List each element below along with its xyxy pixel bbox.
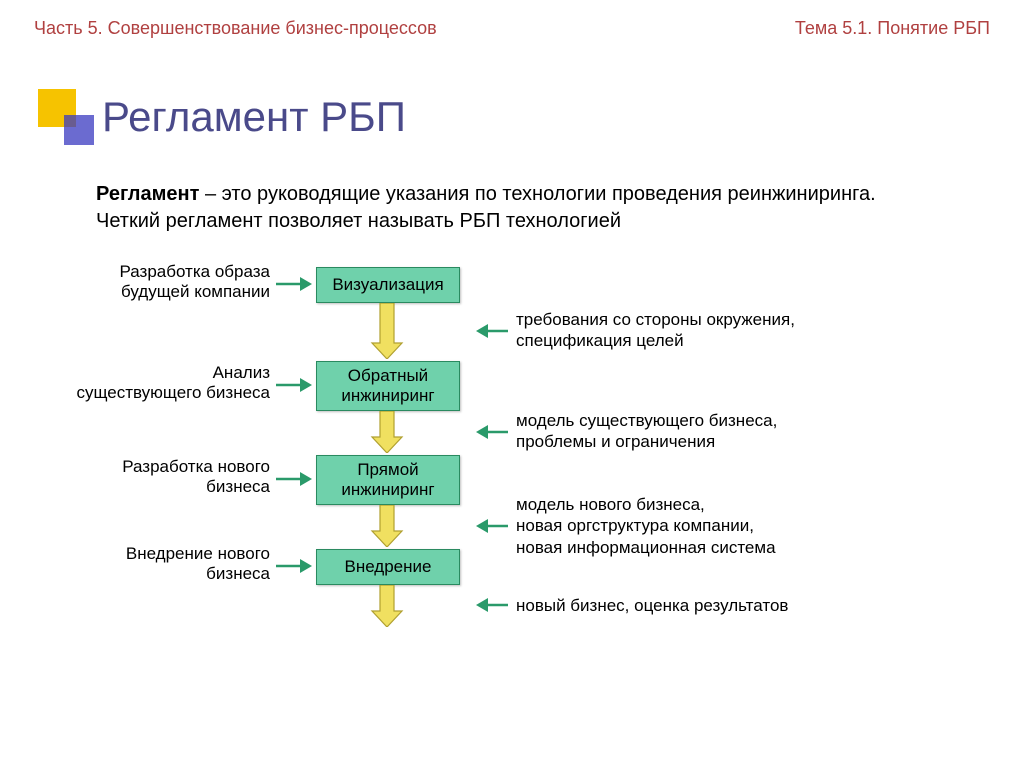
page-title: Регламент РБП: [102, 89, 1024, 141]
arrow-right-icon: [276, 277, 312, 296]
definition-body2: Четкий регламент позволяет называть РБП …: [96, 210, 621, 232]
flow-node: Внедрение: [316, 549, 460, 585]
title-block: Регламент РБП: [38, 89, 1024, 141]
flow-left-label: Анализсуществующего бизнеса: [40, 363, 270, 404]
square-blue: [64, 115, 94, 145]
flow-left-label: Разработка новогобизнеса: [40, 457, 270, 498]
output-indicator-icon: [476, 425, 508, 444]
flow-right-label: модель существующего бизнеса,проблемы и …: [516, 410, 936, 453]
header-left: Часть 5. Совершенствование бизнес-процес…: [34, 18, 437, 39]
flow-left-label: Разработка образабудущей компании: [40, 262, 270, 303]
definition-text: Регламент – это руководящие указания по …: [96, 181, 964, 235]
arrow-down-icon: [369, 411, 405, 458]
flowchart: Визуализация Разработка образабудущей ком…: [0, 261, 1024, 691]
output-indicator-icon: [476, 519, 508, 538]
arrow-right-icon: [276, 559, 312, 578]
output-indicator-icon: [476, 598, 508, 617]
arrow-right-icon: [276, 472, 312, 491]
flow-node: Прямойинжиниринг: [316, 455, 460, 505]
definition-body1: – это руководящие указания по технологии…: [199, 183, 875, 205]
arrow-down-icon: [369, 585, 405, 632]
arrow-right-icon: [276, 378, 312, 397]
header-right: Тема 5.1. Понятие РБП: [795, 18, 990, 39]
arrow-down-icon: [369, 303, 405, 364]
output-indicator-icon: [476, 324, 508, 343]
slide-header: Часть 5. Совершенствование бизнес-процес…: [0, 0, 1024, 39]
flow-right-label: модель нового бизнеса,новая оргструктура…: [516, 494, 936, 558]
title-squares-icon: [38, 89, 94, 145]
flow-node: Обратныйинжиниринг: [316, 361, 460, 411]
flow-right-label: требования со стороны окружения,специфик…: [516, 309, 936, 352]
definition-term: Регламент: [96, 183, 199, 205]
flow-node: Визуализация: [316, 267, 460, 303]
arrow-down-icon: [369, 505, 405, 552]
flow-left-label: Внедрение новогобизнеса: [40, 544, 270, 585]
flow-right-label: новый бизнес, оценка результатов: [516, 595, 936, 616]
